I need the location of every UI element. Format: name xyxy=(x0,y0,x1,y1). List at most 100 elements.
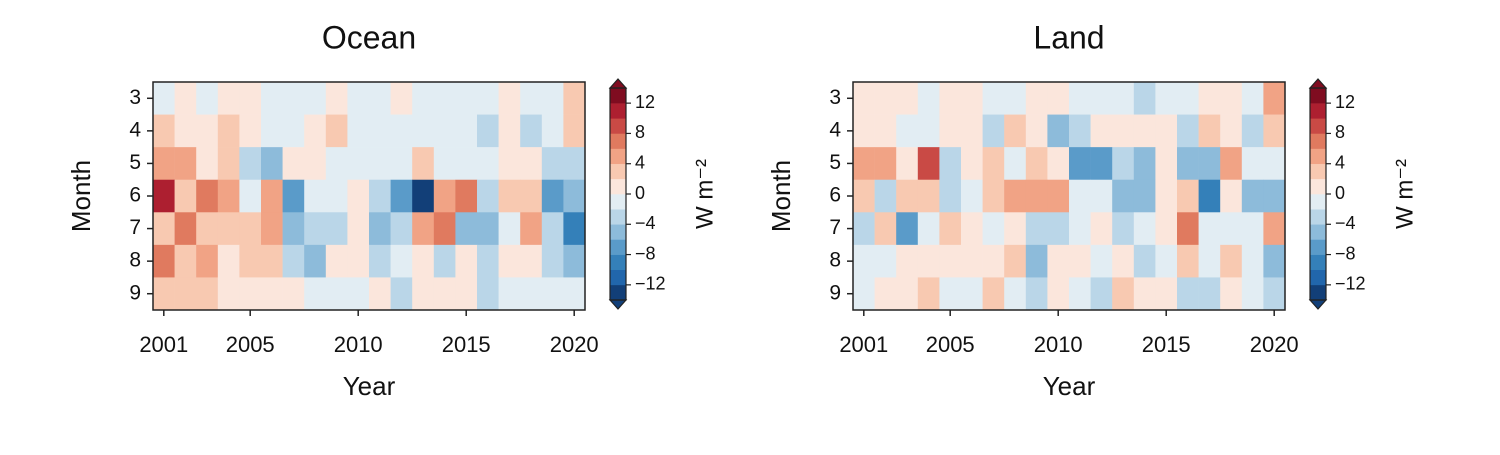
heatmap-cell xyxy=(563,147,586,181)
heatmap-cell xyxy=(433,147,456,181)
heatmap-cell xyxy=(1198,244,1221,278)
heatmap-cell xyxy=(347,244,370,278)
heatmap-cell xyxy=(1069,212,1091,246)
heatmap-cell xyxy=(1112,147,1135,181)
colorbar-extend-bottom xyxy=(608,299,628,310)
heatmap-cell xyxy=(390,147,413,181)
heatmap-cell xyxy=(153,179,175,213)
heatmap-cell xyxy=(304,277,327,311)
x-tick-label: 2020 xyxy=(550,332,599,357)
heatmap-cell xyxy=(520,147,543,181)
heatmap-cell xyxy=(520,179,543,213)
heatmap-cell xyxy=(174,212,197,246)
heatmap-cell xyxy=(1263,114,1286,148)
heatmap-cell xyxy=(369,82,391,115)
heatmap-cell xyxy=(917,147,940,181)
heatmap-cell xyxy=(1047,179,1070,213)
colorbar-segment xyxy=(1310,133,1326,149)
heatmap-cell xyxy=(541,179,564,213)
heatmap-cell xyxy=(1241,212,1264,246)
heatmap-cell xyxy=(174,179,197,213)
x-axis-label: Year xyxy=(1043,371,1096,401)
heatmap-cell xyxy=(217,179,240,213)
heatmap-cell xyxy=(325,82,348,115)
colorbar-extend-top xyxy=(608,78,628,89)
heatmap-cell xyxy=(1069,82,1091,115)
heatmap-cell xyxy=(369,244,391,278)
heatmap-cell xyxy=(498,244,521,278)
colorbar-segment xyxy=(1310,269,1326,286)
heatmap-cell xyxy=(874,179,897,213)
heatmap-cell xyxy=(939,179,962,213)
colorbar-tick-label: −4 xyxy=(1335,213,1356,233)
heatmap-cell xyxy=(153,114,175,148)
heatmap-cell xyxy=(1263,212,1286,246)
heatmap-cell xyxy=(1090,82,1113,115)
heatmap-cell xyxy=(1241,277,1264,311)
heatmap-cell xyxy=(282,277,305,311)
heatmap-cell xyxy=(917,244,940,278)
heatmap-cell xyxy=(896,179,919,213)
heatmap-cell xyxy=(874,114,897,148)
colorbar-tick-label: 8 xyxy=(1335,122,1345,142)
heatmap-cell xyxy=(1220,114,1243,148)
colorbar-tick-label: 12 xyxy=(1335,92,1355,112)
heatmap-cell xyxy=(390,212,413,246)
heatmap-cell xyxy=(917,82,940,115)
heatmap-cell xyxy=(1133,147,1156,181)
heatmap-cell xyxy=(1198,114,1221,148)
heatmap-cell xyxy=(853,212,875,246)
heatmap xyxy=(853,82,1286,311)
heatmap-cell xyxy=(1241,179,1264,213)
heatmap-cell xyxy=(498,179,521,213)
heatmap-cell xyxy=(217,212,240,246)
heatmap-cell xyxy=(1090,212,1113,246)
heatmap-cell xyxy=(196,179,219,213)
heatmap-cell xyxy=(874,82,897,115)
x-axis-label: Year xyxy=(343,371,396,401)
colorbar-segment xyxy=(1310,163,1326,180)
x-tick-label: 2001 xyxy=(839,332,888,357)
y-tick-label: 6 xyxy=(829,184,841,207)
colorbar-segment xyxy=(610,88,626,104)
y-tick-label: 5 xyxy=(129,151,141,174)
x-tick-label: 2001 xyxy=(139,332,188,357)
heatmap-cell xyxy=(347,147,370,181)
heatmap-cell xyxy=(982,179,1005,213)
colorbar-segment xyxy=(1310,224,1326,240)
colorbar-segment xyxy=(610,239,626,255)
y-tick-label: 6 xyxy=(129,184,141,207)
heatmap-cell xyxy=(239,114,262,148)
heatmap-cell xyxy=(239,82,262,115)
heatmap-cell xyxy=(1090,114,1113,148)
heatmap-cell xyxy=(433,179,456,213)
heatmap-cell xyxy=(477,82,499,115)
heatmap-cell xyxy=(563,277,586,311)
colorbar-segment xyxy=(1310,209,1326,225)
heatmap-cell xyxy=(982,82,1005,115)
heatmap-cell xyxy=(347,114,370,148)
heatmap-cell xyxy=(1090,179,1113,213)
heatmap-cell xyxy=(325,179,348,213)
heatmap-cell xyxy=(304,179,327,213)
heatmap-cell xyxy=(917,277,940,311)
heatmap-cell xyxy=(239,244,262,278)
y-tick-label: 7 xyxy=(129,216,141,239)
heatmap-cell xyxy=(1241,114,1264,148)
heatmap-cell xyxy=(1133,179,1156,213)
heatmap-cell xyxy=(917,212,940,246)
y-tick-label: 5 xyxy=(829,151,841,174)
heatmap-cell xyxy=(1025,147,1048,181)
heatmap-cell xyxy=(874,277,897,311)
colorbar-segment xyxy=(1310,88,1326,104)
colorbar-segment xyxy=(610,118,626,134)
heatmap-cell xyxy=(282,212,305,246)
heatmap-cell xyxy=(1177,277,1199,311)
heatmap-cell xyxy=(1133,82,1156,115)
heatmap-cell xyxy=(1220,212,1243,246)
heatmap-cell xyxy=(1263,147,1286,181)
heatmap-cell xyxy=(917,179,940,213)
heatmap-cell xyxy=(896,244,919,278)
heatmap-cell xyxy=(369,147,391,181)
heatmap-cell xyxy=(982,114,1005,148)
